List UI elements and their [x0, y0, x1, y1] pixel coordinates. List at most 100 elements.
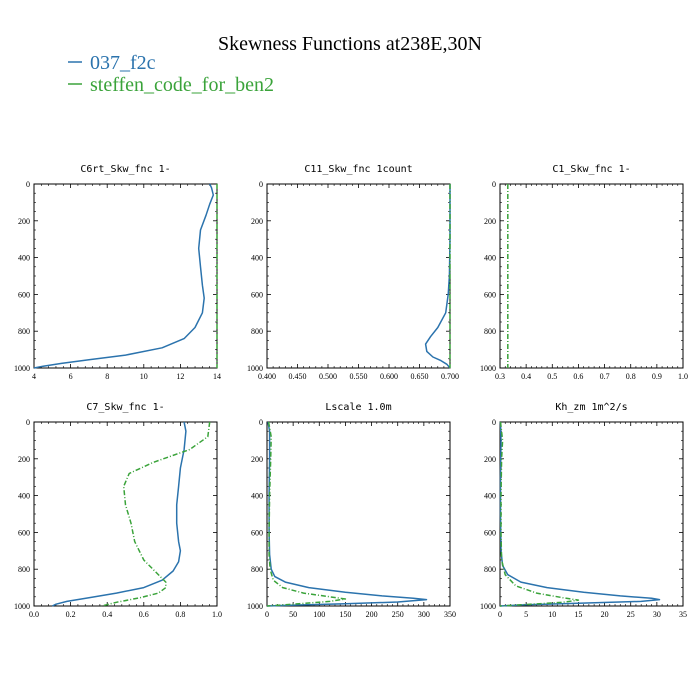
y-tick-label: 600: [484, 290, 496, 299]
x-tick-label: 30: [653, 610, 661, 619]
y-tick-label: 0: [492, 180, 496, 189]
x-tick-label: 1.0: [678, 372, 688, 381]
x-tick-label: 200: [366, 610, 378, 619]
x-tick-label: 0.550: [350, 372, 368, 381]
y-tick-label: 1000: [480, 602, 496, 611]
x-tick-label: 0: [265, 610, 269, 619]
x-tick-label: 35: [679, 610, 687, 619]
y-tick-label: 600: [18, 290, 30, 299]
y-tick-label: 0: [259, 418, 263, 427]
y-tick-label: 400: [484, 254, 496, 263]
x-tick-label: 1.0: [212, 610, 222, 619]
x-tick-label: 350: [444, 610, 456, 619]
x-tick-label: 0.400: [258, 372, 276, 381]
x-tick-label: 0.650: [411, 372, 429, 381]
y-tick-label: 400: [18, 492, 30, 501]
y-tick-label: 0: [26, 180, 30, 189]
panels-group: C6rt_Skw_fnc 1-4 6 8 10 12 140200400600800100…: [14, 164, 688, 619]
y-tick-label: 1000: [14, 364, 30, 373]
series-line-blue: [51, 421, 187, 607]
y-tick-label: 800: [18, 327, 30, 336]
x-tick-label: 0.2: [66, 610, 76, 619]
y-tick-label: 800: [251, 327, 263, 336]
y-tick-label: 200: [18, 455, 30, 464]
panel-frame: [499, 421, 684, 607]
x-tick-label: 0.8: [175, 610, 185, 619]
x-tick-label: 25: [627, 610, 635, 619]
x-tick-label: 10: [548, 610, 556, 619]
panel-2: C11_Skw_fnc 1count 0.400 0.450 0.500 0.550 0.…: [247, 164, 459, 381]
y-tick-label: 200: [251, 455, 263, 464]
y-tick-label: 200: [484, 217, 496, 226]
panel-5: Lscale 1.0m 0 50 100 150 200 250 300 350 0 200 400 6…: [247, 402, 456, 619]
x-tick-label: 10: [140, 372, 148, 381]
x-tick-label: 0.8: [626, 372, 636, 381]
legend-entry-037-f2c: 037_f2c: [68, 52, 156, 74]
series-line-blue: [424, 184, 451, 369]
panel-frame: [33, 183, 218, 369]
x-tick-label: 20: [601, 610, 609, 619]
x-tick-label: 0.450: [289, 372, 307, 381]
y-tick-label: 800: [484, 327, 496, 336]
legend-entry-steffen-code: steffen_code_for_ben2: [68, 74, 274, 96]
y-tick-label: 600: [251, 290, 263, 299]
y-tick-label: 1000: [247, 602, 263, 611]
y-tick-label: 400: [251, 254, 263, 263]
panel-frame: [266, 421, 451, 607]
panel-frame: [266, 183, 451, 369]
x-tick-label: 0.4: [102, 610, 112, 619]
y-tick-label: 400: [251, 492, 263, 501]
y-tick-label: 800: [18, 565, 30, 574]
x-tick-label: 5: [524, 610, 528, 619]
legend: 037_f2c steffen_code_for_ben2: [68, 52, 274, 96]
x-tick-label: 14: [213, 372, 221, 381]
panel-6: Kh_zm 1m^2/s 0 5 10 15 20 25 30 35 0 200 400 600 800 1…: [480, 402, 687, 619]
x-tick-label: 50: [289, 610, 297, 619]
x-tick-label: 0.700: [441, 372, 459, 381]
x-tick-label: 0.600: [380, 372, 398, 381]
panel-title: C1_Skw_fnc 1-: [552, 164, 630, 175]
y-tick-label: 400: [18, 254, 30, 263]
y-tick-label: 0: [26, 418, 30, 427]
series-line-blue: [33, 183, 215, 369]
y-tick-label: 200: [251, 217, 263, 226]
y-tick-label: 600: [484, 528, 496, 537]
series-line-green: [101, 421, 211, 607]
y-tick-label: 400: [484, 492, 496, 501]
y-tick-label: 200: [18, 217, 30, 226]
x-tick-label: 0.500: [319, 372, 337, 381]
y-tick-label: 1000: [247, 364, 263, 373]
x-tick-label: 100: [313, 610, 325, 619]
x-tick-label: 15: [574, 610, 582, 619]
legend-label-037-f2c: 037_f2c: [90, 52, 156, 74]
series-line-green: [499, 421, 580, 607]
y-tick-label: 1000: [14, 602, 30, 611]
figure-title: Skewness Functions at238E,30N: [218, 33, 482, 55]
x-tick-label: 0.6: [573, 372, 583, 381]
panel-title: Kh_zm 1m^2/s: [555, 402, 627, 413]
panel-frame: [499, 183, 684, 369]
series-line-blue: [266, 421, 428, 607]
x-tick-label: 300: [418, 610, 430, 619]
series-line-blue: [499, 421, 661, 607]
panel-3: C1_Skw_fnc 1- 0.3 0.4 0.5 0.6 0.7 0.8 0.9 1.0 0 20…: [480, 164, 688, 381]
x-tick-label: 12: [176, 372, 184, 381]
y-tick-label: 0: [259, 180, 263, 189]
x-tick-label: 0.5: [547, 372, 557, 381]
y-tick-label: 800: [484, 565, 496, 574]
panel-4: C7_Skw_fnc 1- 0.0 0.2 0.4 0.6 0.8 1.0 0 200 400 60…: [14, 402, 222, 619]
y-tick-label: 800: [251, 565, 263, 574]
legend-label-steffen-code: steffen_code_for_ben2: [90, 74, 274, 96]
x-tick-label: 0.7: [600, 372, 610, 381]
x-tick-label: 4: [32, 372, 36, 381]
y-tick-label: 600: [18, 528, 30, 537]
x-tick-label: 8: [105, 372, 109, 381]
y-tick-label: 0: [492, 418, 496, 427]
x-tick-label: 0: [498, 610, 502, 619]
x-tick-label: 0.3: [495, 372, 505, 381]
panel-1: C6rt_Skw_fnc 1- 4 6 8 10 12 14 0 200 400 600 800 100…: [14, 164, 221, 381]
y-tick-label: 600: [251, 528, 263, 537]
x-tick-label: 0.6: [139, 610, 149, 619]
x-tick-label: 250: [392, 610, 404, 619]
